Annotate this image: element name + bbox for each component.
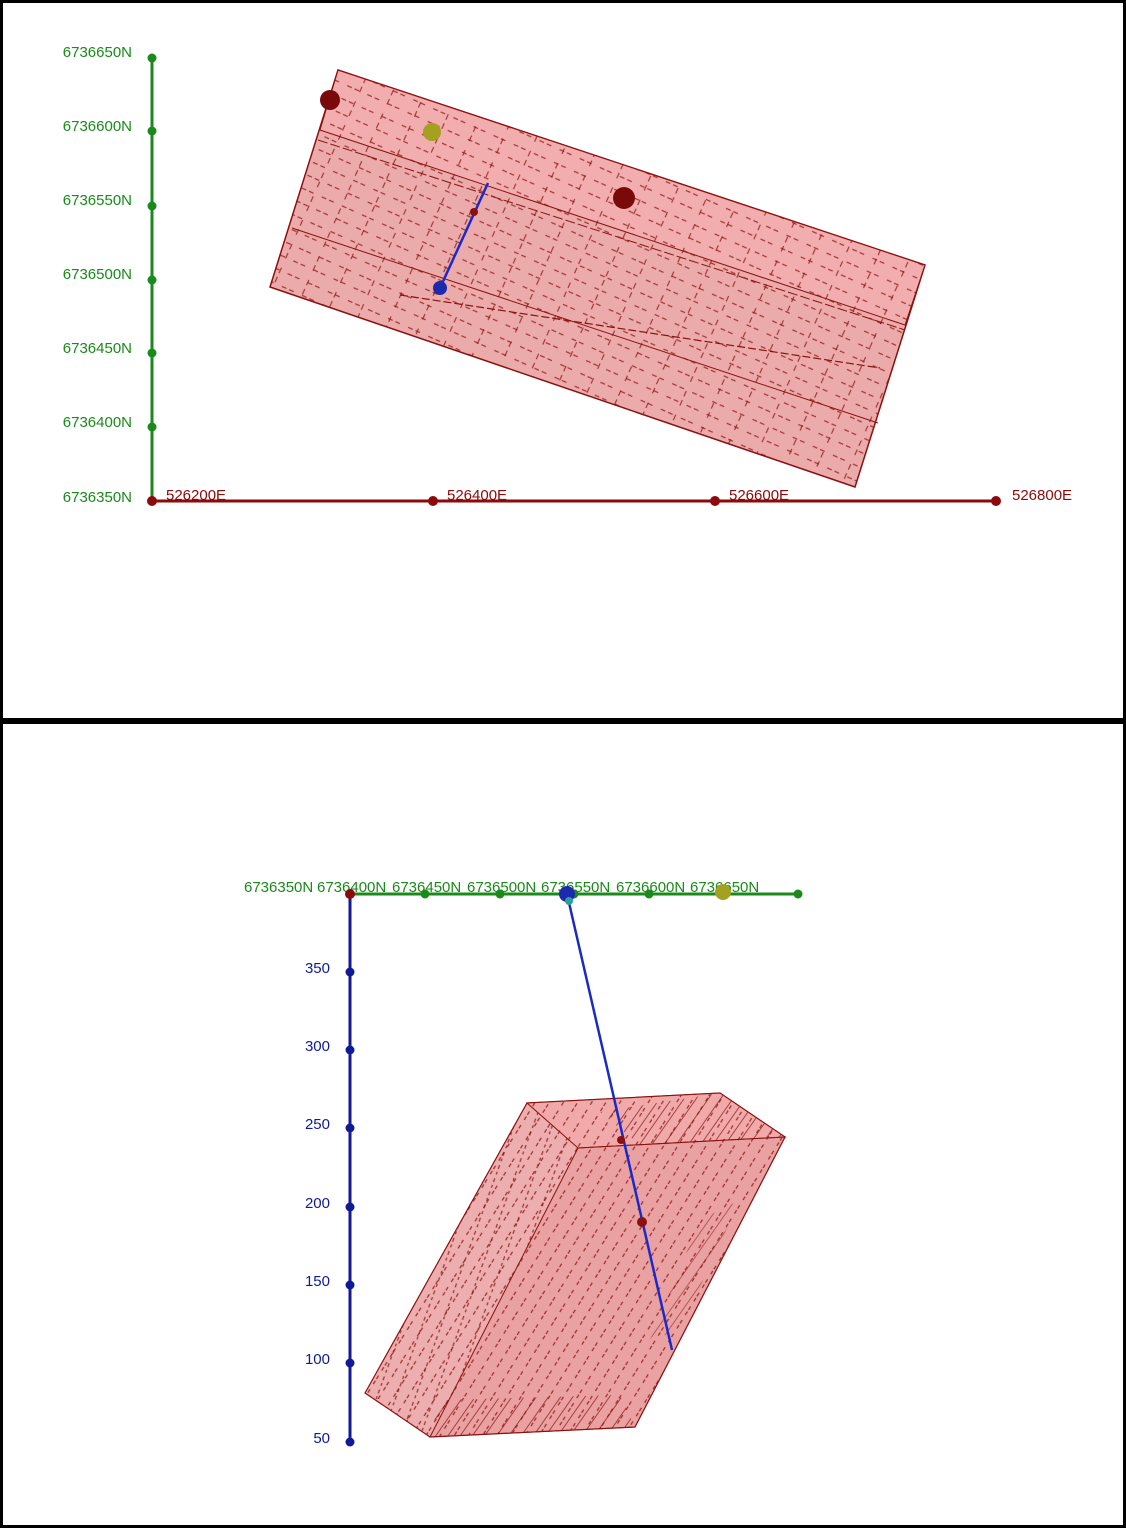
plan-north-tick <box>147 126 157 136</box>
section-elevation-axis: 350 300 250 200 150 100 50 <box>305 894 355 1447</box>
plan-north-tick-label: 6736400N <box>63 414 132 431</box>
section-drillhole-trace <box>565 893 674 1351</box>
section-elevation-tick-label: 150 <box>305 1273 330 1290</box>
plan-view-panel[interactable]: 6736650N 6736600N 6736550N 6736500N 6736… <box>0 0 1126 718</box>
plan-north-tick <box>147 348 157 358</box>
section-elevation-tick <box>345 1202 355 1212</box>
plan-marker-dark-red-1[interactable] <box>320 90 340 110</box>
section-north-tick <box>644 889 654 899</box>
plan-north-tick <box>147 422 157 432</box>
plan-east-tick <box>991 496 1001 506</box>
section-elevation-tick-label: 100 <box>305 1351 330 1368</box>
plan-north-tick <box>147 275 157 285</box>
plan-drillhole-collar[interactable] <box>433 281 447 295</box>
section-view-panel[interactable]: 6736350N 6736400N 6736450N 6736500N 6736… <box>0 724 1126 1528</box>
section-elevation-tick-label: 250 <box>305 1116 330 1133</box>
section-elevation-tick-label: 300 <box>305 1038 330 1055</box>
plan-north-tick <box>147 201 157 211</box>
plan-east-tick-label: 526600E <box>729 487 789 504</box>
section-origin-marker <box>345 889 355 899</box>
section-elevation-tick-label: 200 <box>305 1195 330 1212</box>
plan-marker-olive[interactable] <box>423 123 441 141</box>
section-north-tick-label: 6736450N <box>392 879 461 896</box>
plan-block-inner-edge-2 <box>399 294 881 369</box>
plan-east-tick <box>428 496 438 506</box>
plan-east-tick <box>147 496 157 506</box>
section-elevation-tick-label: 350 <box>305 960 330 977</box>
section-elevation-tick-label: 50 <box>313 1430 330 1447</box>
section-north-tick-label: 6736400N <box>317 879 386 896</box>
plan-marker-dark-red-2[interactable] <box>613 187 635 209</box>
section-block-hatch-d <box>365 1103 578 1437</box>
plan-east-tick-label: 526400E <box>447 487 507 504</box>
plan-block-hatch-b <box>270 70 925 487</box>
section-north-tick <box>793 889 803 899</box>
plan-north-tick-label: 6736650N <box>63 44 132 61</box>
section-elevation-tick <box>345 1123 355 1133</box>
plan-view-canvas[interactable]: 6736650N 6736600N 6736550N 6736500N 6736… <box>0 0 1126 718</box>
plan-north-tick-label: 6736450N <box>63 340 132 357</box>
section-north-tick-label: 6736550N <box>541 879 610 896</box>
panel-divider <box>0 718 1126 724</box>
plan-east-tick-label: 526800E <box>1012 487 1072 504</box>
section-drillhole-sample[interactable] <box>617 1136 625 1144</box>
section-block-hatch-e-bottom <box>430 1395 635 1437</box>
section-north-tick <box>495 889 505 899</box>
section-collar-inner <box>565 897 573 905</box>
plan-block-model <box>269 69 926 488</box>
section-north-axis: 6736350N 6736400N 6736450N 6736500N 6736… <box>244 879 803 899</box>
section-north-tick <box>420 889 430 899</box>
plan-north-tick-label: 6736350N <box>63 489 132 506</box>
section-marker-olive[interactable] <box>715 884 731 900</box>
section-elevation-tick <box>345 967 355 977</box>
section-block-hatch-e-top <box>600 1093 785 1145</box>
section-elevation-tick <box>345 1437 355 1447</box>
plan-drillhole-sample[interactable] <box>470 208 478 216</box>
plan-north-tick-label: 6736500N <box>63 266 132 283</box>
plan-north-axis: 6736650N 6736600N 6736550N 6736500N 6736… <box>63 44 157 506</box>
plan-north-tick-label: 6736550N <box>63 192 132 209</box>
section-elevation-tick <box>345 1045 355 1055</box>
section-drillhole[interactable] <box>565 893 674 1351</box>
section-north-tick-label: 6736350N <box>244 879 313 896</box>
section-block-model <box>364 1092 787 1438</box>
section-view-canvas[interactable]: 6736350N 6736400N 6736450N 6736500N 6736… <box>0 724 1126 1524</box>
plan-north-tick-label: 6736600N <box>63 118 132 135</box>
section-block-hatch-e-right <box>650 1200 740 1340</box>
plan-east-tick-label: 526200E <box>166 487 226 504</box>
section-north-tick-label: 6736500N <box>467 879 536 896</box>
section-elevation-tick <box>345 1280 355 1290</box>
plan-block-inner-edge-3 <box>317 139 906 331</box>
plan-east-tick <box>710 496 720 506</box>
plan-east-axis: 526200E 526400E 526600E 526800E <box>147 487 1072 506</box>
section-elevation-tick <box>345 1358 355 1368</box>
section-drillhole-sample[interactable] <box>637 1217 647 1227</box>
plan-drillhole-trace <box>438 182 490 289</box>
plan-north-tick <box>147 53 157 63</box>
section-north-tick-label: 6736600N <box>616 879 685 896</box>
plan-block-inner-edge-1 <box>291 227 879 424</box>
plan-drillhole[interactable] <box>433 182 490 295</box>
